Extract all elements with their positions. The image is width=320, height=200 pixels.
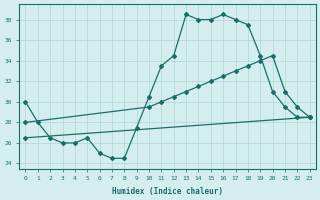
X-axis label: Humidex (Indice chaleur): Humidex (Indice chaleur) <box>112 187 223 196</box>
